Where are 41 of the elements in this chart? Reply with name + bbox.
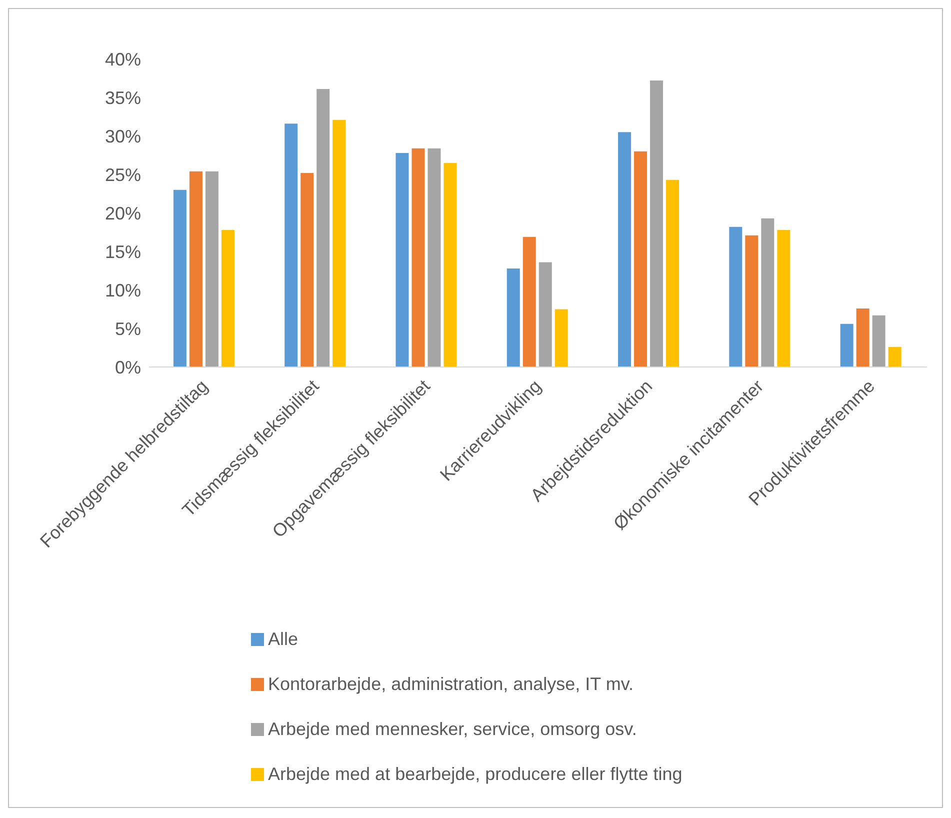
y-tick-label: 20%	[104, 203, 141, 224]
bar	[634, 151, 648, 367]
bar	[412, 148, 425, 367]
legend-label: Arbejde med mennesker, service, omsorg osv.	[268, 719, 637, 740]
bar	[538, 262, 552, 367]
bar	[173, 190, 186, 367]
y-tick-label: 15%	[104, 242, 141, 262]
y-tick-label: 30%	[104, 126, 141, 146]
bar	[618, 132, 632, 367]
bar	[316, 89, 330, 367]
bar	[506, 268, 520, 367]
bar	[428, 148, 441, 367]
bar	[888, 346, 902, 367]
legend-label: Arbejde med at bearbejde, producere eller flytte ting	[268, 764, 682, 785]
bar	[444, 162, 457, 367]
y-tick-label: 40%	[104, 49, 141, 70]
bar	[189, 171, 202, 367]
bar	[284, 124, 298, 367]
bar	[872, 315, 886, 367]
legend-label: Kontorarbejde, administration, analyse, IT mv.	[268, 674, 634, 695]
bar	[840, 324, 854, 367]
y-tick-label: 25%	[104, 164, 141, 185]
bar	[761, 218, 774, 367]
bar	[777, 230, 790, 367]
bar	[300, 172, 314, 367]
bar	[745, 235, 758, 367]
y-tick-label: 0%	[114, 357, 141, 378]
y-tick-label: 10%	[104, 280, 141, 300]
bar	[666, 180, 680, 367]
bar	[221, 230, 234, 367]
bar	[554, 309, 568, 367]
y-tick-label: 5%	[114, 318, 141, 339]
bar	[205, 171, 218, 367]
bar	[729, 226, 742, 367]
legend-label: Alle	[268, 629, 298, 650]
bar	[396, 152, 409, 367]
y-tick-label: 35%	[104, 88, 141, 108]
bar	[522, 236, 536, 367]
bar	[650, 80, 664, 367]
bar	[332, 120, 346, 367]
bar	[856, 308, 870, 367]
